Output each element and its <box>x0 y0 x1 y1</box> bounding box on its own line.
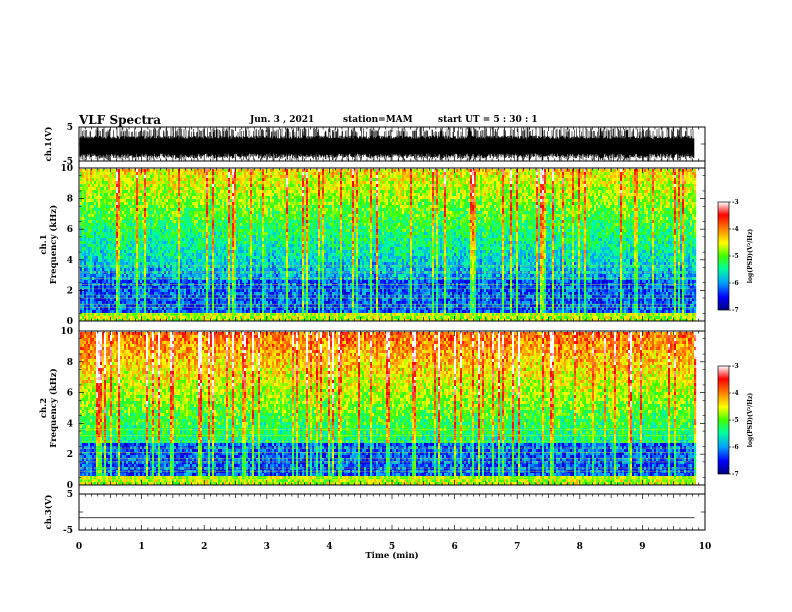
y-axis-label: ch.1(V) <box>43 127 54 162</box>
plot-title: VLF Spectra <box>79 113 161 127</box>
y-tick-label: -5 <box>63 157 73 167</box>
x-tick-label: 0 <box>76 542 82 552</box>
x-tick-label: 2 <box>201 542 207 552</box>
x-tick-label: 8 <box>577 542 583 552</box>
y-tick-label: 2 <box>67 450 73 460</box>
ch1-spectrogram-image <box>80 169 697 323</box>
y-axis-label: Frequency (kHz) <box>48 205 59 284</box>
colorbar-label: log(PSD)(V²/Hz) <box>747 229 754 284</box>
y-tick-label: 8 <box>67 358 73 368</box>
colorbar-tick-label: -5 <box>732 417 739 424</box>
colorbar-tick-label: -3 <box>732 199 739 206</box>
colorbar-tick-label: -6 <box>732 280 739 287</box>
colorbar-2 <box>717 365 730 475</box>
y-tick-label: 4 <box>67 419 73 429</box>
colorbar-tick-label: -6 <box>732 444 739 451</box>
y-tick-label: 0 <box>67 317 73 327</box>
y-tick-label: 4 <box>67 256 73 266</box>
x-tick-label: 7 <box>514 542 520 552</box>
y-axis-label: ch.3(V) <box>43 495 54 530</box>
x-tick-label: 9 <box>639 542 645 552</box>
x-tick-label: 3 <box>264 542 270 552</box>
colorbar-tick-label: -3 <box>732 363 739 370</box>
y-tick-label: 10 <box>60 327 73 337</box>
y-tick-label: 8 <box>67 195 73 205</box>
station-label: station=MAM <box>343 115 413 125</box>
date-label: Jun. 3 , 2021 <box>250 115 314 125</box>
start-time-label: start UT = 5 : 30 : 1 <box>438 115 538 125</box>
y-axis-label: Frequency (kHz) <box>48 368 59 447</box>
colorbar-tick-label: -7 <box>732 471 739 478</box>
x-tick-label: 10 <box>699 542 712 552</box>
x-tick-label: 4 <box>326 542 332 552</box>
x-axis-label: Time (min) <box>365 550 418 561</box>
y-tick-label: 5 <box>67 123 73 133</box>
y-tick-label: 2 <box>67 286 73 296</box>
y-tick-label: 6 <box>67 389 73 399</box>
x-tick-label: 5 <box>389 542 395 552</box>
panel-4-frame <box>78 493 706 531</box>
colorbar-1 <box>717 201 730 311</box>
y-tick-label: 0 <box>67 481 73 491</box>
ch2-spectrogram-image <box>80 332 697 486</box>
x-tick-label: 1 <box>138 542 144 552</box>
colorbar-tick-label: -4 <box>732 226 739 233</box>
colorbar-tick-label: -4 <box>732 390 739 397</box>
y-tick-label: 5 <box>67 490 73 500</box>
y-axis-channel-label: ch.1 <box>39 234 49 254</box>
y-tick-label: 6 <box>67 225 73 235</box>
colorbar-label: log(PSD)(V²/Hz) <box>747 393 754 448</box>
colorbar-tick-label: -7 <box>732 307 739 314</box>
ch1-waveform-trace <box>79 127 695 161</box>
y-tick-label: -5 <box>63 526 73 536</box>
y-tick-label: 10 <box>60 164 73 174</box>
colorbar-tick-label: -5 <box>732 253 739 260</box>
y-axis-channel-label: ch.2 <box>39 398 49 418</box>
x-tick-label: 6 <box>451 542 457 552</box>
